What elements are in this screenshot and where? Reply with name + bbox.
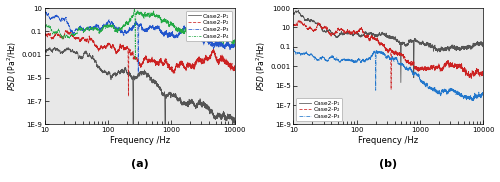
- Case2-P₂: [372, 37, 378, 40]
- Case2-P₃: [135, 72, 141, 74]
- Case2-P₃: [470, 100, 476, 102]
- Case2-P₂: [295, 19, 301, 21]
- Case2-P₃: [480, 92, 486, 94]
- Case2-P₄: [42, 26, 48, 28]
- Case2-P₂: [42, 32, 48, 34]
- Case2-P₂: [312, 28, 318, 30]
- Case2-P₁: [208, 110, 214, 112]
- Case2-P₁: [232, 118, 237, 120]
- Line: Case2-P₃: Case2-P₃: [294, 49, 483, 101]
- Line: Case2-P₁: Case2-P₁: [45, 47, 234, 141]
- Case2-P₃: [372, 50, 378, 52]
- Case2-P₁: [476, 42, 482, 44]
- Case2-P₃: [312, 57, 318, 59]
- Case2-P₂: [388, 88, 394, 90]
- Case2-P₁: [114, 72, 120, 74]
- Y-axis label: $\mathit{PSD}$ (Pa$^2$/Hz): $\mathit{PSD}$ (Pa$^2$/Hz): [254, 41, 268, 91]
- Legend: Case2-P₁, Case2-P₂, Case2-P₃, Case2-P₄: Case2-P₁, Case2-P₂, Case2-P₃, Case2-P₄: [186, 11, 232, 41]
- Case2-P₂: [480, 73, 486, 75]
- Case2-P₃: [290, 48, 296, 50]
- Case2-P₁: [398, 82, 404, 84]
- Case2-P₃: [123, 31, 129, 33]
- Case2-P₄: [228, 38, 234, 40]
- Case2-P₄: [64, 35, 70, 37]
- Text: (a): (a): [131, 159, 148, 169]
- Case2-P₁: [64, 48, 70, 50]
- Case2-P₃: [43, 11, 49, 13]
- Case2-P₂: [456, 65, 462, 67]
- Case2-P₃: [476, 95, 482, 97]
- Case2-P₂: [228, 65, 234, 67]
- Case2-P₁: [372, 34, 378, 37]
- Case2-P₁: [162, 140, 168, 142]
- Line: Case2-P₂: Case2-P₂: [294, 20, 483, 89]
- Case2-P₂: [208, 56, 214, 58]
- Case2-P₂: [290, 23, 296, 26]
- Line: Case2-P₂: Case2-P₂: [45, 31, 234, 96]
- Case2-P₂: [64, 31, 70, 33]
- Case2-P₃: [42, 12, 48, 14]
- Case2-P₃: [208, 41, 214, 43]
- Case2-P₂: [476, 74, 482, 76]
- Case2-P₃: [228, 45, 234, 48]
- Case2-P₁: [123, 67, 129, 70]
- Case2-P₂: [126, 95, 132, 97]
- Line: Case2-P₃: Case2-P₃: [45, 12, 234, 73]
- Case2-P₁: [52, 46, 58, 48]
- Case2-P₃: [114, 29, 120, 31]
- Case2-P₂: [74, 37, 80, 39]
- Case2-P₁: [456, 48, 462, 51]
- Case2-P₄: [123, 24, 129, 27]
- X-axis label: Frequency /Hz: Frequency /Hz: [358, 136, 418, 145]
- Case2-P₁: [324, 30, 330, 33]
- Case2-P₃: [363, 58, 369, 60]
- Case2-P₄: [114, 31, 120, 33]
- Case2-P₄: [74, 30, 80, 32]
- Legend: Case2-P₁, Case2-P₂, Case2-P₃: Case2-P₁, Case2-P₂, Case2-P₃: [296, 98, 342, 122]
- Case2-P₃: [232, 45, 237, 47]
- Case2-P₃: [324, 60, 330, 62]
- Case2-P₁: [480, 44, 486, 46]
- Case2-P₁: [363, 32, 369, 34]
- Case2-P₁: [74, 52, 80, 54]
- Case2-P₁: [290, 12, 296, 14]
- Line: Case2-P₁: Case2-P₁: [294, 10, 483, 83]
- Case2-P₁: [296, 9, 302, 11]
- Case2-P₂: [62, 29, 68, 32]
- Case2-P₁: [228, 116, 234, 118]
- Case2-P₂: [363, 35, 369, 37]
- Case2-P₄: [232, 40, 237, 42]
- Case2-P₂: [324, 27, 330, 29]
- Y-axis label: $\mathit{PSD}$ (Pa$^2$/Hz): $\mathit{PSD}$ (Pa$^2$/Hz): [6, 41, 19, 91]
- X-axis label: Frequency /Hz: Frequency /Hz: [110, 136, 170, 145]
- Case2-P₂: [123, 48, 129, 51]
- Case2-P₃: [74, 29, 80, 31]
- Line: Case2-P₄: Case2-P₄: [45, 9, 234, 60]
- Case2-P₃: [456, 92, 462, 94]
- Case2-P₄: [132, 58, 138, 61]
- Case2-P₁: [42, 50, 48, 52]
- Case2-P₄: [132, 8, 138, 10]
- Case2-P₂: [232, 68, 237, 70]
- Case2-P₁: [312, 22, 318, 24]
- Case2-P₂: [114, 49, 120, 51]
- Case2-P₃: [290, 48, 296, 50]
- Case2-P₃: [64, 19, 70, 21]
- Case2-P₄: [208, 35, 214, 38]
- Text: (b): (b): [379, 159, 398, 169]
